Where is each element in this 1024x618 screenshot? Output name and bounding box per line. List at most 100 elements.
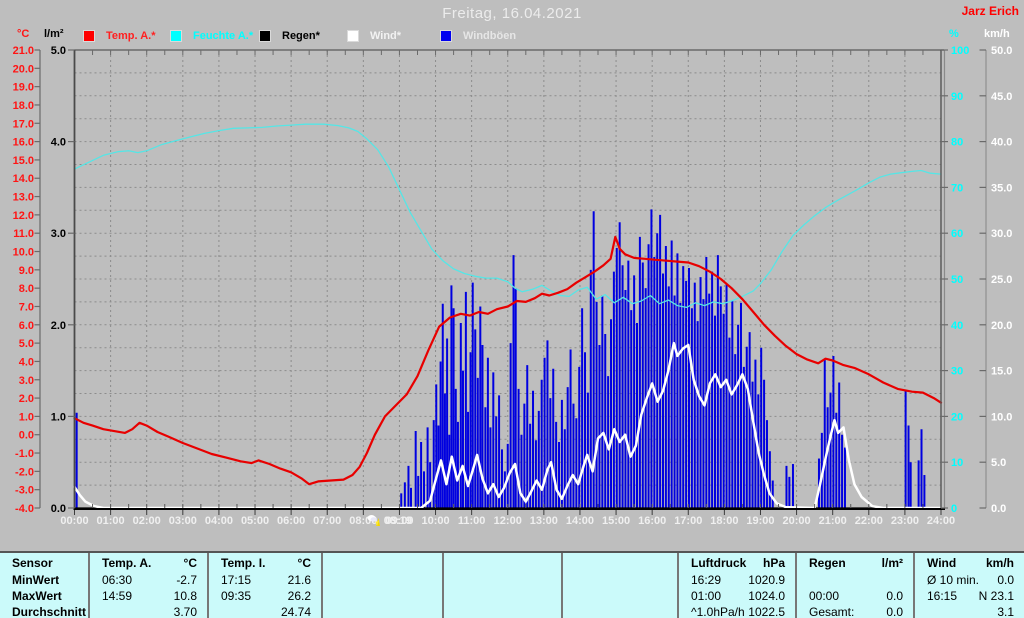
table-cell-row (448, 572, 553, 587)
y-axis-celsius: 21.0 20.0 19.0 18.0 17.0 16.0 15.0 14.0 13.0 12.0… (13, 45, 40, 515)
svg-text:10.0: 10.0 (13, 247, 34, 259)
table-row-label: Durchschnitt (12, 604, 87, 618)
svg-text:20: 20 (951, 411, 963, 423)
svg-text:13.0: 13.0 (13, 192, 34, 204)
svg-text:-3.0: -3.0 (15, 485, 34, 497)
svg-text:-1.0: -1.0 (15, 448, 34, 460)
unit-label-liters: l/m² (44, 28, 64, 40)
svg-text:14:00: 14:00 (566, 515, 594, 527)
table-divider (442, 553, 444, 618)
table-column-empty (567, 553, 669, 618)
svg-text:14.0: 14.0 (13, 173, 34, 185)
legend-label-regen: Regen* (282, 29, 320, 42)
table-cell-row: Ø 10 min. 0.0 (927, 572, 1014, 587)
table-column-header: Luftdruck hPa (691, 555, 785, 570)
table-column-temp-a-: Temp. A. °C 06:30 -2.7 14:59 10.8 3.70 (94, 553, 199, 618)
y-axis-kmh: 50.0 45.0 40.0 35.0 30.0 25.0 20.0 15.0 10.0 5.0 0… (979, 45, 1012, 515)
svg-text:24:00: 24:00 (927, 515, 955, 527)
svg-text:17:00: 17:00 (674, 515, 702, 527)
table-cell-row: ^1.0hPa/h 1022.5 (691, 604, 785, 618)
table-column-header: Temp. A. °C (102, 555, 197, 570)
svg-text:15:00: 15:00 (602, 515, 630, 527)
svg-text:4.0: 4.0 (19, 356, 34, 368)
legend-item-temp_a: Temp. A.* (83, 29, 156, 42)
table-cell-row (801, 572, 905, 587)
table-row-label: Sensor (12, 555, 53, 570)
svg-text:21:00: 21:00 (819, 515, 847, 527)
svg-text:03:00: 03:00 (169, 515, 197, 527)
table-column-header: Temp. I. °C (221, 555, 311, 570)
svg-text:1.0: 1.0 (51, 411, 66, 423)
svg-text:12:00: 12:00 (494, 515, 522, 527)
svg-text:40: 40 (951, 320, 963, 332)
table-cell-row (567, 604, 669, 618)
svg-text:10: 10 (951, 457, 963, 469)
table-column-empty (448, 553, 553, 618)
table-cell-row: 3.1 (997, 604, 1014, 618)
table-cell-row: 00:00 0.0 (809, 588, 903, 603)
svg-text:45.0: 45.0 (991, 91, 1012, 103)
svg-text:3.0: 3.0 (51, 228, 66, 240)
table-divider (207, 553, 209, 618)
svg-text:05:00: 05:00 (241, 515, 269, 527)
svg-text:5.0: 5.0 (51, 45, 66, 57)
svg-text:11.0: 11.0 (13, 228, 34, 240)
chart-plot-area: 21.0 20.0 19.0 18.0 17.0 16.0 15.0 14.0 13.0 12.0… (13, 45, 1013, 527)
table-column-wind: Wind km/h Ø 10 min. 0.0 16:15 N 23.1 3.1 (919, 553, 1016, 618)
svg-text:35.0: 35.0 (991, 182, 1012, 194)
plot-borders (39, 49, 987, 515)
sunrise-marker: 08:19 (367, 514, 412, 527)
table-divider (913, 553, 915, 618)
series-wind (73, 341, 943, 510)
svg-text:23:00: 23:00 (891, 515, 919, 527)
table-cell-row: 01:00 1024.0 (691, 588, 785, 603)
legend-label-windboeen: Windböen (463, 29, 517, 42)
svg-text:90: 90 (951, 91, 963, 103)
svg-text:-2.0: -2.0 (15, 466, 34, 478)
series-temp_a (73, 235, 943, 486)
unit-label-kmh: km/h (984, 28, 1010, 40)
svg-text:0.0: 0.0 (991, 503, 1006, 515)
table-column-empty (327, 553, 434, 618)
svg-text:40.0: 40.0 (991, 137, 1012, 149)
legend-swatch-wind (347, 29, 359, 42)
table-cell-row: 09:35 26.2 (221, 588, 311, 603)
table-cell-row (567, 572, 669, 587)
svg-text:0.0: 0.0 (19, 430, 34, 442)
page-title: Freitag, 16.04.2021 (442, 5, 582, 22)
svg-text:12.0: 12.0 (13, 210, 34, 222)
table-row-label: MaxWert (12, 588, 62, 603)
svg-text:50: 50 (951, 274, 963, 286)
svg-text:11:00: 11:00 (458, 515, 486, 527)
table-cell-row: 17:15 21.6 (221, 572, 311, 587)
watermark-owner-name: Jarz Erich (961, 4, 1019, 18)
table-cell-row: 3.70 (173, 604, 197, 618)
svg-text:09:00: 09:00 (385, 515, 413, 527)
svg-text:4.0: 4.0 (51, 137, 66, 149)
svg-text:02:00: 02:00 (133, 515, 161, 527)
svg-text:70: 70 (951, 182, 963, 194)
table-column-header (567, 555, 669, 570)
legend-swatch-regen (259, 29, 271, 42)
svg-text:21.0: 21.0 (13, 45, 34, 57)
table-cell-row: Gesamt: 0.0 (809, 604, 903, 618)
svg-text:50.0: 50.0 (991, 45, 1012, 57)
svg-text:2.0: 2.0 (51, 320, 66, 332)
svg-text:20.0: 20.0 (13, 63, 34, 75)
grid-lines (74, 50, 941, 508)
svg-text:1.0: 1.0 (19, 411, 34, 423)
table-column-luftdruck: Luftdruck hPa 16:29 1020.9 01:00 1024.0 ^1.0hP… (683, 553, 787, 618)
table-divider (677, 553, 679, 618)
table-divider (561, 553, 563, 618)
svg-text:07:00: 07:00 (313, 515, 341, 527)
table-divider (321, 553, 323, 618)
svg-text:80: 80 (951, 137, 963, 149)
svg-text:17.0: 17.0 (13, 118, 34, 130)
unit-label-percent: % (949, 28, 959, 40)
svg-text:10.0: 10.0 (991, 411, 1012, 423)
legend-item-regen: Regen* (259, 29, 320, 42)
svg-text:2.0: 2.0 (19, 393, 34, 405)
legend-item-windboeen: Windböen (440, 29, 516, 42)
svg-text:6.0: 6.0 (19, 320, 34, 332)
unit-label-celsius: °C (17, 28, 30, 40)
